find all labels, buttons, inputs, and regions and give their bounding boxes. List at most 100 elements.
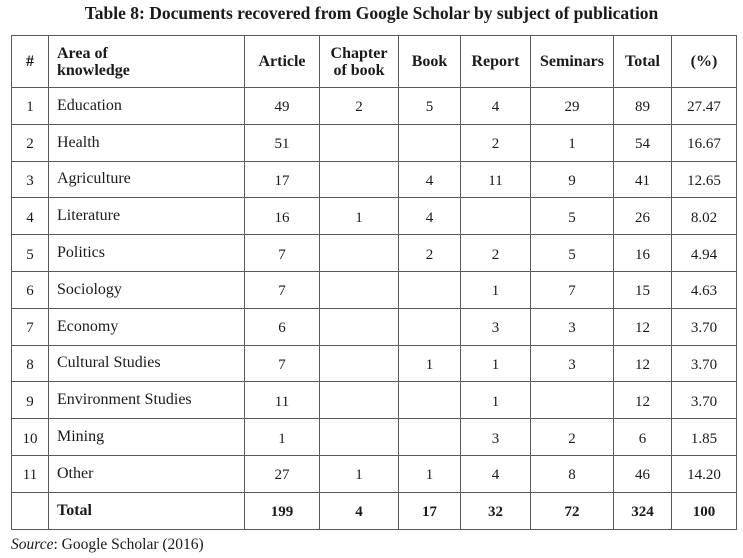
- cell-seminars: 3: [530, 344, 614, 383]
- header-area: Area of knowledge: [48, 35, 245, 88]
- cell-book: [398, 381, 461, 420]
- table-body: 1 Education 49 2 5 4 29 89 27.47 2 Health 51 2 1 54 16.…: [11, 87, 737, 530]
- cell-article: 49: [244, 87, 320, 125]
- cell-article: 1: [244, 418, 320, 456]
- total-cell-total: 324: [613, 491, 672, 530]
- cell-percent: 8.02: [671, 197, 737, 236]
- cell-area: Politics: [48, 234, 245, 272]
- cell-total: 46: [613, 454, 672, 493]
- cell-book: [398, 270, 461, 309]
- cell-book: 5: [398, 87, 461, 125]
- total-cell-area: Total: [48, 491, 245, 530]
- cell-total: 15: [613, 270, 672, 309]
- table-row: 10 Mining 1 3 2 6 1.85: [11, 418, 737, 456]
- header-chapter-line1: Chapter: [330, 44, 388, 62]
- cell-percent: 14.20: [671, 454, 737, 493]
- header-seminars: Seminars: [530, 35, 614, 88]
- header-article: Article: [244, 35, 320, 88]
- total-cell-article: 199: [244, 491, 320, 530]
- cell-percent: 27.47: [671, 87, 737, 125]
- cell-chapter: [319, 381, 399, 420]
- cell-book: 1: [398, 344, 461, 383]
- cell-book: [398, 307, 461, 346]
- header-book: Book: [398, 35, 461, 88]
- table-row: 7 Economy 6 3 3 12 3.70: [11, 307, 737, 346]
- cell-area: Agriculture: [48, 160, 245, 199]
- header-report: Report: [460, 35, 531, 88]
- cell-chapter: [319, 307, 399, 346]
- cell-total: 54: [613, 123, 672, 162]
- total-cell-report: 32: [460, 491, 531, 530]
- table-row: 11 Other 27 1 1 4 8 46 14.20: [11, 454, 737, 493]
- cell-chapter: [319, 418, 399, 456]
- table-row: 8 Cultural Studies 7 1 1 3 12 3.70: [11, 344, 737, 383]
- table-row: 3 Agriculture 17 4 11 9 41 12.65: [11, 160, 737, 199]
- cell-area: Economy: [48, 307, 245, 346]
- total-cell-book: 17: [398, 491, 461, 530]
- cell-area: Environment Studies: [48, 381, 245, 420]
- cell-report: 4: [460, 87, 531, 125]
- cell-chapter: [319, 160, 399, 199]
- cell-percent: 3.70: [671, 307, 737, 346]
- cell-total: 12: [613, 344, 672, 383]
- cell-report: 1: [460, 270, 531, 309]
- cell-index: 11: [11, 454, 49, 493]
- cell-percent: 12.65: [671, 160, 737, 199]
- cell-report: 3: [460, 418, 531, 456]
- table-row: 9 Environment Studies 11 1 12 3.70: [11, 381, 737, 420]
- source-note: Source: Google Scholar (2016): [11, 535, 204, 555]
- total-cell-percent: 100: [671, 491, 737, 530]
- cell-article: 11: [244, 381, 320, 420]
- cell-book: 4: [398, 197, 461, 236]
- header-chapter: Chapter of book: [319, 35, 399, 88]
- cell-total: 26: [613, 197, 672, 236]
- cell-index: 1: [11, 87, 49, 125]
- cell-area: Cultural Studies: [48, 344, 245, 383]
- cell-total: 6: [613, 418, 672, 456]
- table-row: 5 Politics 7 2 2 5 16 4.94: [11, 234, 737, 272]
- cell-index: 6: [11, 270, 49, 309]
- cell-seminars: 2: [530, 418, 614, 456]
- cell-area: Other: [48, 454, 245, 493]
- cell-article: 7: [244, 270, 320, 309]
- total-row: Total 199 4 17 32 72 324 100: [11, 491, 737, 530]
- cell-book: 2: [398, 234, 461, 272]
- cell-percent: 16.67: [671, 123, 737, 162]
- cell-chapter: [319, 270, 399, 309]
- cell-article: 7: [244, 344, 320, 383]
- cell-report: 1: [460, 381, 531, 420]
- cell-chapter: 1: [319, 454, 399, 493]
- cell-report: 2: [460, 123, 531, 162]
- table-row: 6 Sociology 7 1 7 15 4.63: [11, 270, 737, 309]
- cell-book: [398, 418, 461, 456]
- cell-chapter: [319, 234, 399, 272]
- cell-seminars: 3: [530, 307, 614, 346]
- table-title: Table 8: Documents recovered from Google…: [84, 3, 659, 23]
- header-row: # Area of knowledge Article Chapter of b…: [11, 35, 737, 88]
- total-cell-chapter: 4: [319, 491, 399, 530]
- table-row: 1 Education 49 2 5 4 29 89 27.47: [11, 87, 737, 125]
- cell-report: 11: [460, 160, 531, 199]
- cell-report: 1: [460, 344, 531, 383]
- cell-seminars: 1: [530, 123, 614, 162]
- cell-index: 10: [11, 418, 49, 456]
- cell-seminars: 8: [530, 454, 614, 493]
- table-row: 2 Health 51 2 1 54 16.67: [11, 123, 737, 162]
- header-area-line2: knowledge: [57, 61, 130, 79]
- cell-book: 1: [398, 454, 461, 493]
- cell-total: 41: [613, 160, 672, 199]
- cell-report: 3: [460, 307, 531, 346]
- cell-chapter: [319, 123, 399, 162]
- cell-book: [398, 123, 461, 162]
- header-percent: (%): [671, 35, 737, 88]
- cell-seminars: 5: [530, 197, 614, 236]
- cell-seminars: [530, 381, 614, 420]
- cell-area: Sociology: [48, 270, 245, 309]
- cell-total: 89: [613, 87, 672, 125]
- source-label: Source: [11, 536, 54, 553]
- cell-article: 27: [244, 454, 320, 493]
- cell-report: 2: [460, 234, 531, 272]
- cell-index: 5: [11, 234, 49, 272]
- cell-article: 16: [244, 197, 320, 236]
- cell-report: [460, 197, 531, 236]
